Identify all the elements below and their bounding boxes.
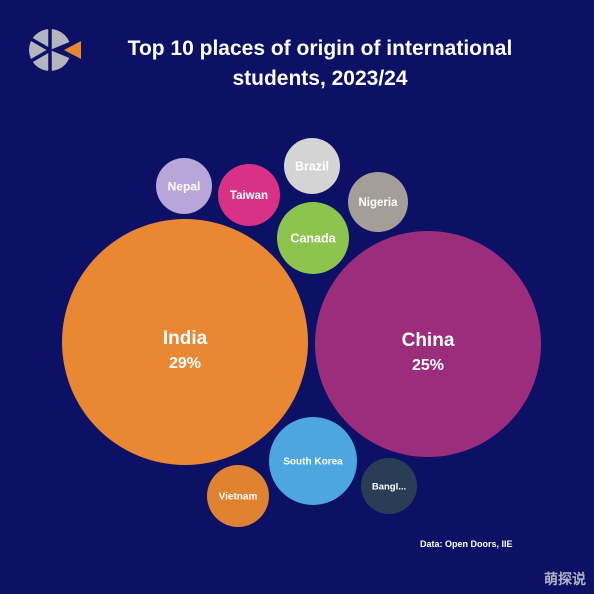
bubble-circle-brazil bbox=[284, 138, 340, 194]
brand-logo bbox=[29, 28, 84, 72]
bubble-circle-south-korea bbox=[269, 417, 357, 505]
bubble-vietnam: Vietnam bbox=[207, 465, 269, 527]
bubble-china: China 25% bbox=[315, 231, 541, 457]
bubble-circle-vietnam bbox=[207, 465, 269, 527]
bubble-label-brazil: Brazil bbox=[295, 160, 329, 174]
bubble-value-india: 29% bbox=[169, 355, 201, 372]
watermark: 萌探说 bbox=[544, 571, 586, 587]
bubble-canada: Canada bbox=[277, 202, 349, 274]
chart-title-line-1: Top 10 places of origin of international bbox=[127, 37, 513, 60]
bubble-label-nigeria: Nigeria bbox=[359, 197, 399, 209]
bubble-brazil: Brazil bbox=[284, 138, 340, 194]
bubble-south-korea: South Korea bbox=[269, 417, 357, 505]
source-note: Data: Open Doors, IIE bbox=[420, 539, 513, 549]
bubble-circle-taiwan bbox=[218, 164, 280, 226]
bubble-circle-nepal bbox=[156, 158, 212, 214]
bubble-nigeria: Nigeria bbox=[348, 172, 408, 232]
bubble-label-china: China bbox=[402, 330, 455, 351]
bubble-bangl: Bangl... bbox=[361, 458, 417, 514]
bubble-circle-china bbox=[315, 231, 541, 457]
bubble-nepal: Nepal bbox=[156, 158, 212, 214]
bubble-circle-canada bbox=[277, 202, 349, 274]
bubble-circle-india bbox=[62, 219, 308, 465]
bubble-label-india: India bbox=[163, 328, 208, 349]
bubble-circle-bangl bbox=[361, 458, 417, 514]
bubble-circle-nigeria bbox=[348, 172, 408, 232]
chart-title-line-2: students, 2023/24 bbox=[232, 67, 408, 90]
bubble-value-china: 25% bbox=[412, 357, 444, 374]
bubble-label-nepal: Nepal bbox=[168, 179, 201, 193]
bubble-label-canada: Canada bbox=[290, 232, 336, 246]
bubble-label-vietnam: Vietnam bbox=[219, 492, 258, 503]
bubble-label-bangl: Bangl... bbox=[372, 481, 406, 492]
bubble-label-south-korea: South Korea bbox=[283, 457, 343, 468]
bubble-india: India 29% bbox=[62, 219, 308, 465]
logo-orange-wedge bbox=[64, 41, 81, 59]
chart-title: Top 10 places of origin of international… bbox=[100, 34, 540, 94]
bubble-taiwan: Taiwan bbox=[218, 164, 280, 226]
bubble-label-taiwan: Taiwan bbox=[230, 190, 268, 202]
